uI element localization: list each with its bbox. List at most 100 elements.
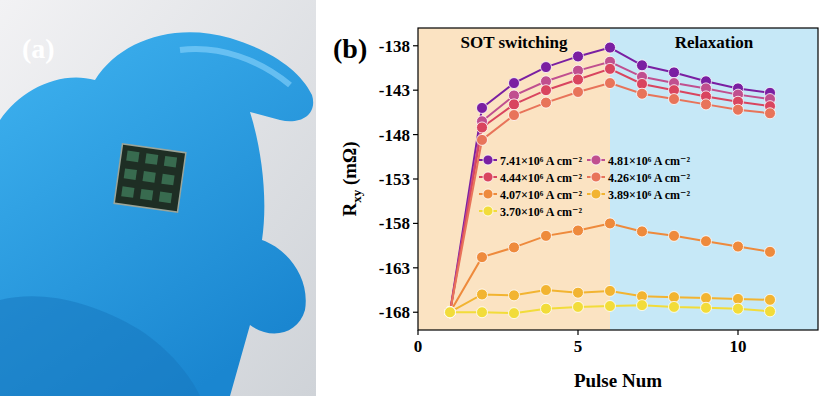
x-axis-label: Pulse Num (574, 370, 662, 391)
data-point (445, 307, 456, 318)
data-point (573, 287, 584, 298)
series-line (450, 69, 770, 312)
data-point (765, 294, 776, 305)
y-tick-label: -143 (379, 81, 410, 100)
data-point (509, 110, 520, 121)
data-point (573, 301, 584, 312)
data-group (445, 42, 776, 319)
y-label-part: (mΩ) (339, 141, 361, 189)
legend-label: 4.26×10⁶ A cm⁻² (608, 171, 690, 185)
data-point (701, 293, 712, 304)
chip-pad (164, 156, 177, 168)
data-point (541, 85, 552, 96)
data-point (541, 303, 552, 314)
data-point (573, 51, 584, 62)
data-point (445, 307, 456, 318)
chip-pad (140, 189, 153, 201)
legend-marker (591, 172, 601, 182)
data-point (765, 306, 776, 317)
data-point (637, 88, 648, 99)
data-point (445, 307, 456, 318)
x-tick (417, 330, 418, 335)
data-point (541, 97, 552, 108)
regions (418, 28, 818, 330)
y-label-part: R (339, 203, 360, 217)
region-label: SOT switching (461, 33, 568, 52)
chip-pad (145, 153, 158, 165)
figure: (a)(b)SOT switchingRelaxation0510-168-16… (0, 0, 827, 396)
data-point (509, 290, 520, 301)
data-point (573, 225, 584, 236)
legend-marker (483, 155, 493, 165)
y-tick (413, 90, 418, 91)
legend-label: 4.81×10⁶ A cm⁻² (608, 154, 690, 168)
legend-marker (483, 172, 493, 182)
chip-pad (143, 171, 156, 183)
series-line (450, 62, 770, 312)
legend-marker (483, 189, 493, 199)
legend-label: 3.89×10⁶ A cm⁻² (608, 188, 690, 202)
x-tick-label: 10 (730, 337, 747, 356)
legend-label: 3.70×10⁶ A cm⁻² (500, 205, 582, 219)
y-tick (413, 312, 418, 313)
data-point (637, 300, 648, 311)
y-tick-label: -168 (379, 303, 410, 322)
data-point (541, 285, 552, 296)
data-point (573, 86, 584, 97)
region (418, 28, 610, 330)
panel-label: (a) (22, 33, 55, 64)
data-point (445, 307, 456, 318)
region-label: Relaxation (675, 33, 754, 52)
series-line (450, 48, 770, 313)
series-line (450, 83, 770, 312)
x-tick (737, 330, 738, 335)
plot-frame (418, 28, 818, 330)
data-point (445, 307, 456, 318)
data-point (445, 307, 456, 318)
chip-pad (121, 186, 134, 198)
x-tick-label: 5 (574, 337, 583, 356)
data-point (669, 67, 680, 78)
data-point (477, 252, 488, 263)
glove-shadow (0, 296, 200, 396)
data-point (477, 102, 488, 113)
data-point (541, 230, 552, 241)
legend-label: 4.07×10⁶ A cm⁻² (500, 188, 582, 202)
y-tick (413, 45, 418, 46)
data-point (701, 302, 712, 313)
chip-pad (161, 174, 174, 186)
data-point (605, 63, 616, 74)
y-tick (413, 223, 418, 224)
legend-label: 4.44×10⁶ A cm⁻² (500, 171, 582, 185)
data-point (477, 289, 488, 300)
data-point (669, 292, 680, 303)
legend-marker (591, 155, 601, 165)
data-point (477, 307, 488, 318)
data-point (701, 236, 712, 247)
data-point (541, 62, 552, 73)
data-point (573, 74, 584, 85)
data-point (733, 104, 744, 115)
y-tick-label: -138 (379, 37, 410, 56)
chip (114, 144, 186, 212)
data-point (669, 230, 680, 241)
data-point (509, 242, 520, 253)
x-tick (577, 330, 578, 335)
chip-pad (159, 192, 172, 204)
data-point (477, 122, 488, 133)
x-tick-label: 0 (414, 337, 423, 356)
legend: 7.41×10⁶ A cm⁻²4.81×10⁶ A cm⁻²4.44×10⁶ A… (479, 154, 690, 219)
chip-pad (126, 151, 139, 163)
data-point (733, 241, 744, 252)
y-tick-label: -163 (379, 259, 410, 278)
data-point (733, 303, 744, 314)
photo-panel: (a) (0, 0, 316, 396)
data-point (605, 301, 616, 312)
y-tick (413, 267, 418, 268)
glove (0, 32, 313, 396)
chip-pad (124, 168, 137, 180)
series-line (450, 223, 770, 312)
data-point (637, 226, 648, 237)
y-tick (413, 178, 418, 179)
legend-marker (483, 206, 493, 216)
